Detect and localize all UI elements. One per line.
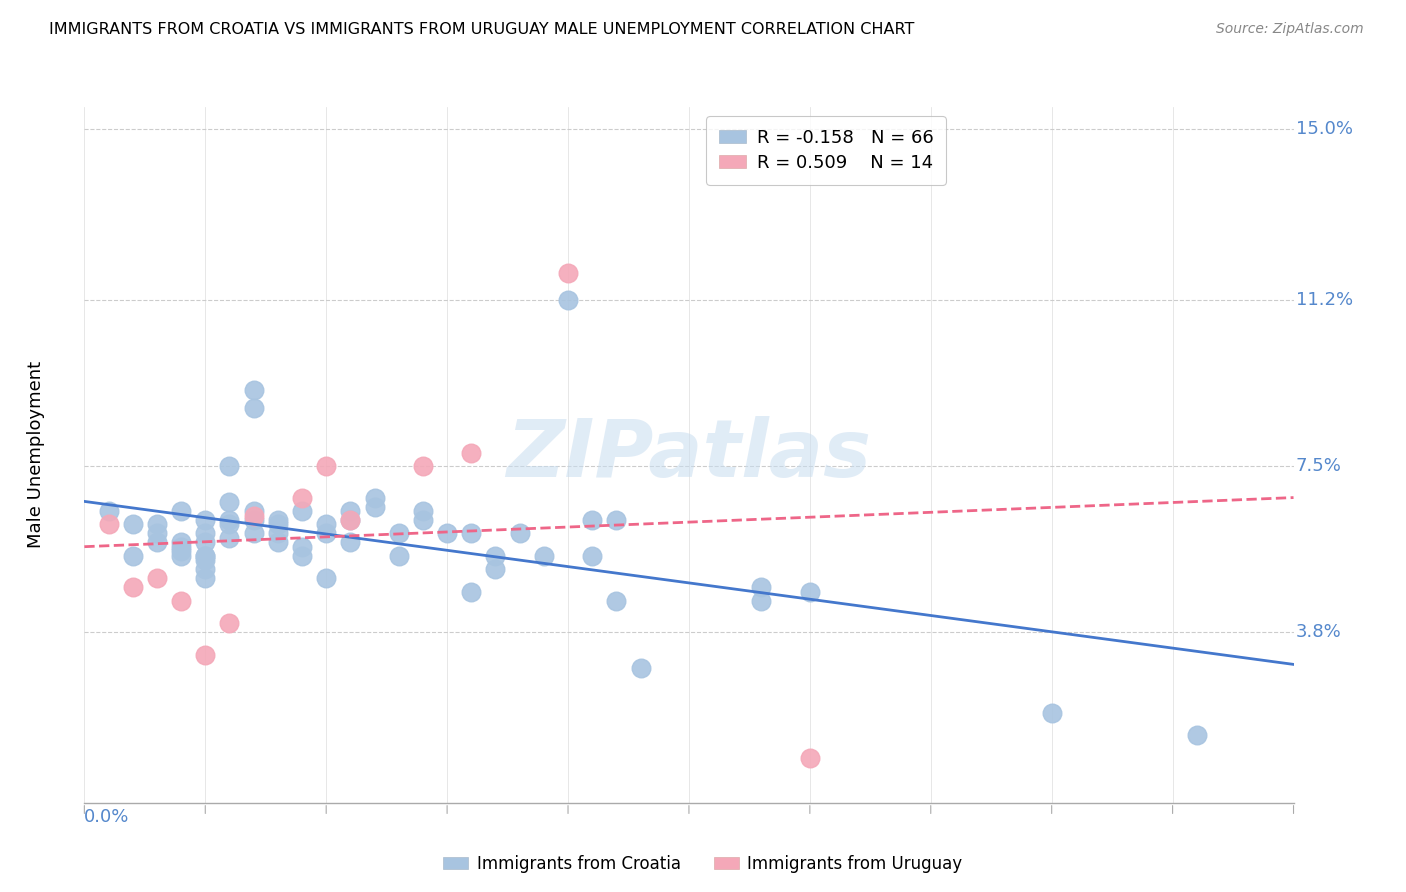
Point [460,445,482,459]
Point [170,549,193,563]
Point [267,526,290,541]
Point [194,526,217,541]
Point [388,549,411,563]
Text: ZIPatlas: ZIPatlas [506,416,872,494]
Point [363,500,385,514]
Point [146,571,169,585]
Point [242,526,264,541]
Text: Source: ZipAtlas.com: Source: ZipAtlas.com [1216,22,1364,37]
Point [194,648,217,662]
Point [436,526,458,541]
Point [242,383,264,397]
Point [146,517,169,532]
Point [799,584,821,599]
Point [170,594,193,608]
Point [242,401,264,415]
Point [146,535,169,549]
Point [557,266,579,280]
Point [121,517,143,532]
Point [533,549,555,563]
Point [605,513,627,527]
Point [315,571,337,585]
Point [194,571,217,585]
Point [581,549,603,563]
Point [121,580,143,594]
Point [194,513,217,527]
Point [97,504,120,518]
Point [799,751,821,765]
Point [339,504,361,518]
Text: Male Unemployment: Male Unemployment [27,361,45,549]
Point [1185,729,1208,743]
Point [339,513,361,527]
Text: 11.2%: 11.2% [1296,291,1353,309]
Point [315,526,337,541]
Text: 0.0%: 0.0% [84,808,129,826]
Text: IMMIGRANTS FROM CROATIA VS IMMIGRANTS FROM URUGUAY MALE UNEMPLOYMENT CORRELATION: IMMIGRANTS FROM CROATIA VS IMMIGRANTS FR… [49,22,914,37]
Point [194,549,217,563]
Point [218,531,240,545]
Point [194,535,217,549]
Text: 15.0%: 15.0% [1296,120,1353,138]
Legend: Immigrants from Croatia, Immigrants from Uruguay: Immigrants from Croatia, Immigrants from… [437,848,969,880]
Text: 7.5%: 7.5% [1296,457,1341,475]
Point [291,504,314,518]
Point [242,504,264,518]
Point [460,526,482,541]
Point [194,553,217,567]
Point [291,491,314,505]
Point [315,517,337,532]
Point [339,513,361,527]
Point [484,562,506,576]
Point [460,584,482,599]
Point [170,544,193,558]
Point [412,459,434,474]
Point [1040,706,1063,720]
Point [170,540,193,554]
Point [121,549,143,563]
Point [194,562,217,576]
Point [509,526,531,541]
Point [218,513,240,527]
Point [146,526,169,541]
Point [218,616,240,631]
Point [194,549,217,563]
Point [170,504,193,518]
Point [630,661,652,675]
Point [170,535,193,549]
Point [242,508,264,523]
Text: 3.8%: 3.8% [1296,624,1341,641]
Point [388,526,411,541]
Legend: R = -0.158   N = 66, R = 0.509    N = 14: R = -0.158 N = 66, R = 0.509 N = 14 [706,116,946,185]
Point [605,594,627,608]
Point [218,495,240,509]
Point [557,293,579,307]
Point [751,580,773,594]
Point [267,535,290,549]
Point [291,549,314,563]
Point [218,459,240,474]
Point [315,459,337,474]
Point [484,549,506,563]
Point [291,540,314,554]
Point [267,513,290,527]
Point [267,517,290,532]
Point [363,491,385,505]
Point [218,517,240,532]
Point [339,535,361,549]
Point [242,513,264,527]
Point [412,504,434,518]
Point [751,594,773,608]
Point [412,513,434,527]
Point [97,517,120,532]
Point [581,513,603,527]
